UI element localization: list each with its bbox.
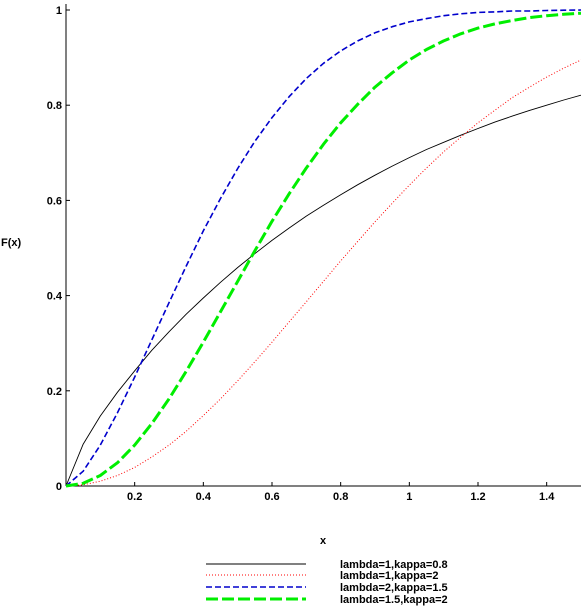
x-axis-ticks: 0.2 0.4 0.6 0.8 1 1.2 1.4 [127, 482, 555, 503]
legend-label-1: lambda=1,kappa=0.8 [340, 559, 448, 571]
legend-label-3: lambda=2,kappa=1.5 [340, 582, 448, 594]
x-tick-label: 0.2 [127, 491, 142, 503]
legend-label-4: lambda=1.5,kappa=2 [340, 594, 448, 606]
y-tick-label: 0.4 [47, 291, 63, 303]
axes [65, 4, 581, 487]
y-axis-ticks: 0 0.2 0.4 0.6 0.8 1 [47, 5, 70, 493]
legend-label-2: lambda=1,kappa=2 [340, 570, 438, 582]
series-line-4 [65, 11, 581, 488]
x-tick-label: 0.6 [264, 491, 279, 503]
series-line-1 [65, 94, 581, 487]
series-line-3 [65, 9, 581, 487]
y-axis-title: F(x) [1, 237, 22, 249]
y-tick-label: 0.6 [47, 195, 62, 207]
x-tick-label: 0.4 [196, 491, 212, 503]
y-tick-label: 0.2 [47, 386, 62, 398]
x-axis-title: x [320, 535, 327, 547]
x-tick-label: 1.2 [470, 491, 485, 503]
y-tick-label: 0 [56, 481, 62, 493]
x-tick-label: 1.4 [539, 491, 555, 503]
y-tick-label: 1 [56, 5, 62, 17]
y-tick-label: 0.8 [47, 100, 62, 112]
series-line-2 [65, 59, 581, 487]
legend: lambda=1,kappa=0.8lambda=1,kappa=2lambda… [206, 559, 448, 606]
x-tick-label: 0.8 [333, 491, 348, 503]
series-layer [65, 9, 581, 488]
x-tick-label: 1 [406, 491, 412, 503]
